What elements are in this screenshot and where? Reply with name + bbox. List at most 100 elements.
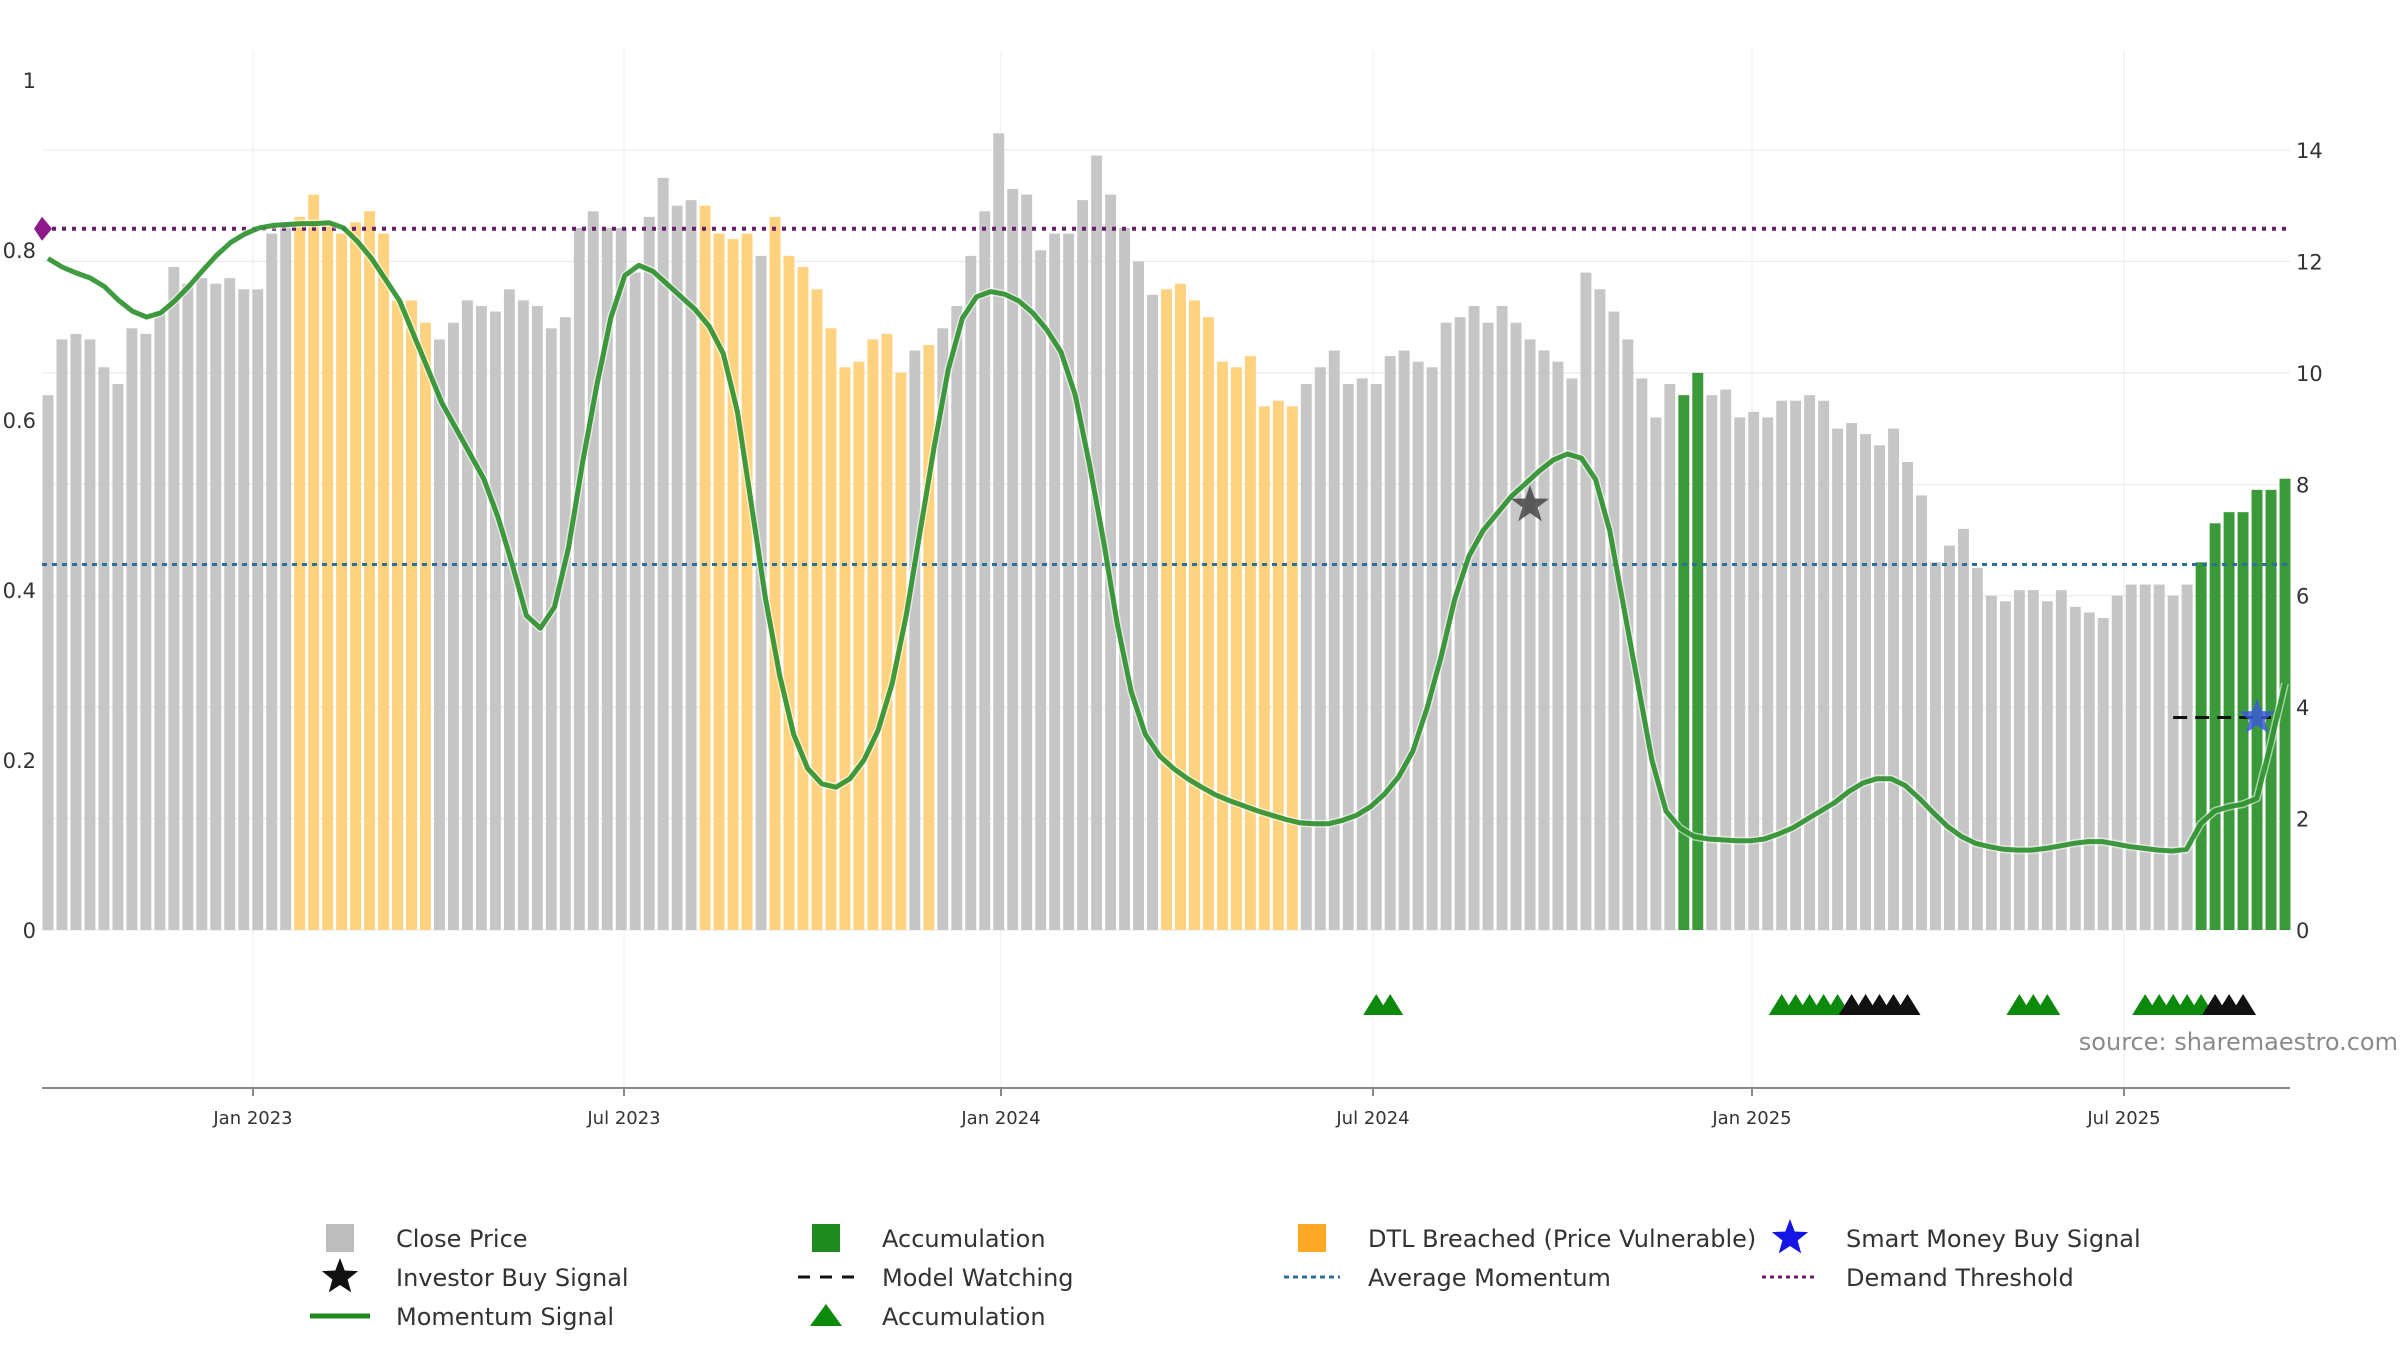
close-price-bar: [196, 278, 208, 930]
close-price-bar: [392, 300, 403, 930]
x-axis-tick-label: Jan 2023: [212, 1108, 292, 1129]
close-price-bar: [140, 333, 152, 930]
close-price-bar: [1468, 306, 1480, 930]
close-price-bar: [322, 222, 334, 930]
close-price-bar: [1538, 350, 1550, 930]
close-price-bar: [1706, 395, 1718, 930]
smart-money-star-icon: [2239, 698, 2276, 733]
right-axis-tick-label: 4: [2296, 696, 2309, 720]
close-price-bar: [531, 306, 543, 930]
legend-entry: Smart Money Buy Signal: [1771, 1219, 2141, 1254]
close-price-bar: [1566, 378, 1578, 930]
close-price-bar: [1944, 545, 1955, 930]
close-price-bar: [1720, 389, 1732, 930]
indicator-lines: [34, 216, 2290, 855]
close-price-bar: [489, 311, 501, 930]
close-price-bar: [1189, 300, 1200, 930]
close-price-bar: [2279, 478, 2291, 930]
legend-entry: Close Price: [326, 1224, 528, 1253]
close-price-bar: [154, 311, 166, 930]
legend-entry: Accumulation: [812, 1224, 1046, 1253]
right-axis-tick-label: 14: [2296, 139, 2323, 163]
close-price-bar: [685, 200, 697, 930]
close-price-bar: [951, 306, 963, 930]
close-price-bar: [266, 233, 278, 930]
close-price-bar: [168, 267, 180, 930]
close-price-bar: [1860, 434, 1872, 930]
close-price-bar: [853, 361, 865, 931]
close-price-bar: [741, 233, 753, 930]
close-price-bar: [1007, 189, 1019, 930]
close-price-bar: [2209, 523, 2221, 930]
x-axis-tick-label: Jan 2025: [1711, 1108, 1791, 1129]
close-price-bar: [727, 239, 739, 930]
x-axis-tick-label: Jan 2024: [960, 1108, 1040, 1129]
left-axis-tick-label: 0.8: [3, 239, 36, 263]
right-axis-tick-label: 2: [2296, 808, 2309, 832]
close-price-bar: [1328, 350, 1340, 930]
close-price-bar: [126, 328, 138, 930]
close-price-bar: [1552, 361, 1564, 931]
close-price-bar: [1133, 261, 1144, 930]
close-price-bar: [783, 255, 795, 931]
close-price-bar: [2153, 584, 2165, 930]
close-price-bar: [1175, 283, 1186, 931]
close-price-bar: [1930, 562, 1941, 930]
close-price-bar: [420, 322, 431, 931]
close-price-bar: [336, 233, 348, 930]
close-price-bar: [2097, 618, 2109, 930]
close-price-bar: [1818, 400, 1830, 931]
close-price-bars: [42, 133, 2291, 931]
close-price-bar: [1608, 311, 1620, 930]
close-price-bar: [2223, 512, 2235, 930]
close-price-bar: [1888, 428, 1899, 930]
close-price-bar: [2195, 562, 2207, 930]
momentum-signal-line: [46, 220, 2288, 854]
close-price-bar: [98, 367, 110, 930]
accumulation-triangle-icon: [1894, 994, 1921, 1015]
close-price-bar: [2125, 584, 2137, 930]
close-price-bar: [1636, 378, 1648, 930]
close-price-bar: [839, 367, 851, 930]
close-price-bar: [909, 350, 921, 930]
right-axis-tick-label: 0: [2296, 919, 2309, 943]
close-price-bar: [825, 328, 837, 930]
legend-entry: DTL Breached (Price Vulnerable): [1298, 1224, 1756, 1253]
close-price-bar: [503, 289, 515, 930]
close-price-bar: [84, 339, 96, 930]
blue-star-icon: [1771, 1219, 1809, 1254]
close-price-bar: [1524, 339, 1536, 930]
close-price-bar: [1356, 378, 1368, 930]
close-price-bar: [2083, 612, 2095, 930]
legend-entry: Demand Threshold: [1762, 1264, 2074, 1292]
close-price-bar: [112, 384, 124, 930]
close-price-bar: [1971, 567, 1983, 930]
close-price-bar: [1370, 384, 1382, 930]
close-price-bar: [252, 289, 264, 930]
close-price-bar: [210, 283, 222, 931]
close-price-bar: [559, 317, 571, 930]
legend-label: DTL Breached (Price Vulnerable): [1368, 1225, 1756, 1253]
close-price-bar: [56, 339, 68, 930]
close-price-bar: [1734, 417, 1746, 930]
close-price-bar: [2013, 590, 2025, 930]
close-price-bar: [1510, 322, 1522, 931]
close-price-bar: [1426, 367, 1438, 930]
close-price-bar: [643, 216, 655, 931]
close-price-bar: [1999, 601, 2011, 930]
close-price-bar: [923, 345, 935, 930]
close-price-bar: [1161, 289, 1172, 930]
close-price-bar: [965, 255, 977, 931]
close-price-bar: [1902, 462, 1913, 930]
close-price-bar: [1398, 350, 1410, 930]
legend-label: Close Price: [396, 1225, 528, 1253]
close-price-bar: [1482, 322, 1494, 931]
close-price-bar: [1119, 228, 1131, 930]
close-price-bar: [1342, 384, 1354, 930]
right-axis-tick-label: 8: [2296, 473, 2309, 497]
close-price-bar: [1244, 356, 1256, 930]
accumulation-triangle-icon: [2230, 994, 2257, 1015]
legend-entry: Investor Buy Signal: [321, 1258, 629, 1293]
left-axis-tick-label: 0.2: [3, 749, 36, 773]
right-axis-tick-label: 12: [2296, 250, 2323, 274]
